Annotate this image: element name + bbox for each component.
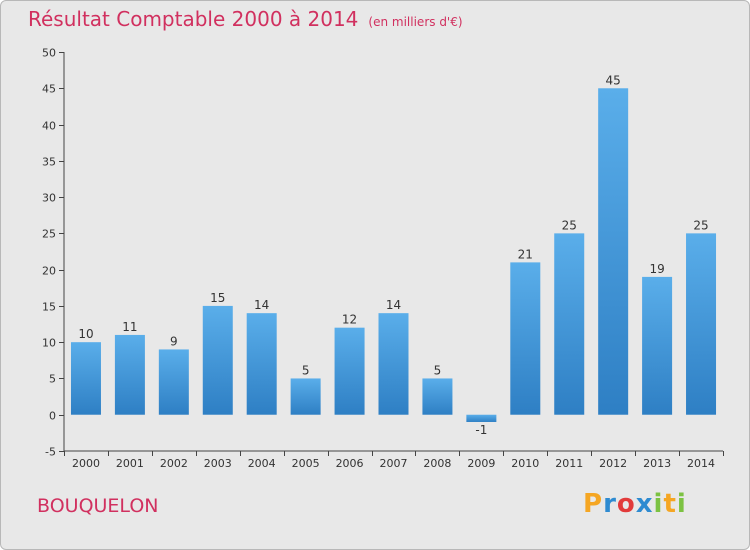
x-tick-label: 2009 [467, 457, 495, 470]
bar-2006 [334, 327, 365, 415]
y-tick-label: 25 [42, 228, 56, 241]
bar-2005 [290, 378, 321, 415]
data-label-2003: 15 [210, 291, 225, 305]
data-label-2007: 14 [386, 298, 401, 312]
data-label-2004: 14 [254, 298, 269, 312]
proxiti-logo: Proxiti [583, 489, 687, 519]
bar-2008 [422, 378, 453, 415]
data-label-2012: 45 [606, 73, 621, 87]
y-tick-label: 10 [42, 337, 56, 350]
bar-2002 [158, 349, 189, 415]
y-tick-label: 30 [42, 192, 56, 205]
y-tick-label: 0 [49, 410, 56, 423]
bar-2004 [246, 313, 277, 415]
data-label-2006: 12 [342, 313, 357, 327]
x-tick-label: 2013 [643, 457, 671, 470]
y-tick-label: 15 [42, 301, 56, 314]
bar-2003 [202, 305, 233, 415]
x-tick-label: 2003 [204, 457, 232, 470]
bar-2013 [642, 276, 673, 415]
data-label-2005: 5 [302, 363, 310, 377]
bar-2000 [70, 342, 101, 415]
x-tick-label: 2005 [292, 457, 320, 470]
data-label-2009: -1 [475, 423, 487, 437]
data-label-2008: 5 [434, 363, 442, 377]
data-label-2014: 25 [693, 218, 708, 232]
data-label-2000: 10 [78, 327, 93, 341]
bar-2011 [554, 233, 585, 415]
x-tick-label: 2006 [336, 457, 364, 470]
x-tick-label: 2002 [160, 457, 188, 470]
x-tick-label: 2004 [248, 457, 276, 470]
bar-2009 [466, 414, 497, 422]
bar-2001 [114, 334, 145, 415]
y-tick-label: 50 [42, 47, 56, 60]
bar-2012 [598, 88, 629, 415]
data-label-2010: 21 [518, 247, 533, 261]
y-tick-label: 40 [42, 120, 56, 133]
x-tick-label: 2011 [555, 457, 583, 470]
bar-2010 [510, 262, 541, 415]
y-tick-label: 20 [42, 265, 56, 278]
y-tick-label: -5 [45, 446, 56, 459]
data-label-2013: 19 [649, 262, 664, 276]
x-tick-label: 2008 [423, 457, 451, 470]
x-tick-label: 2014 [687, 457, 715, 470]
y-tick-label: 35 [42, 156, 56, 169]
data-label-2001: 11 [122, 320, 137, 334]
data-label-2011: 25 [562, 218, 577, 232]
town-name: BOUQUELON [37, 495, 159, 517]
chart-unit: (en milliers d'€) [368, 15, 463, 29]
bar-2007 [378, 313, 409, 415]
x-tick-label: 2000 [72, 457, 100, 470]
bar-2014 [686, 233, 717, 415]
y-tick-label: 5 [49, 373, 56, 386]
x-tick-label: 2010 [511, 457, 539, 470]
y-tick-label: 45 [42, 83, 56, 96]
chart-title: Résultat Comptable 2000 à 2014 [28, 7, 359, 31]
x-tick-label: 2012 [599, 457, 627, 470]
x-tick-label: 2001 [116, 457, 144, 470]
title-row: Résultat Comptable 2000 à 2014 (en millie… [28, 7, 463, 31]
data-label-2002: 9 [170, 334, 178, 348]
x-tick-label: 2007 [380, 457, 408, 470]
